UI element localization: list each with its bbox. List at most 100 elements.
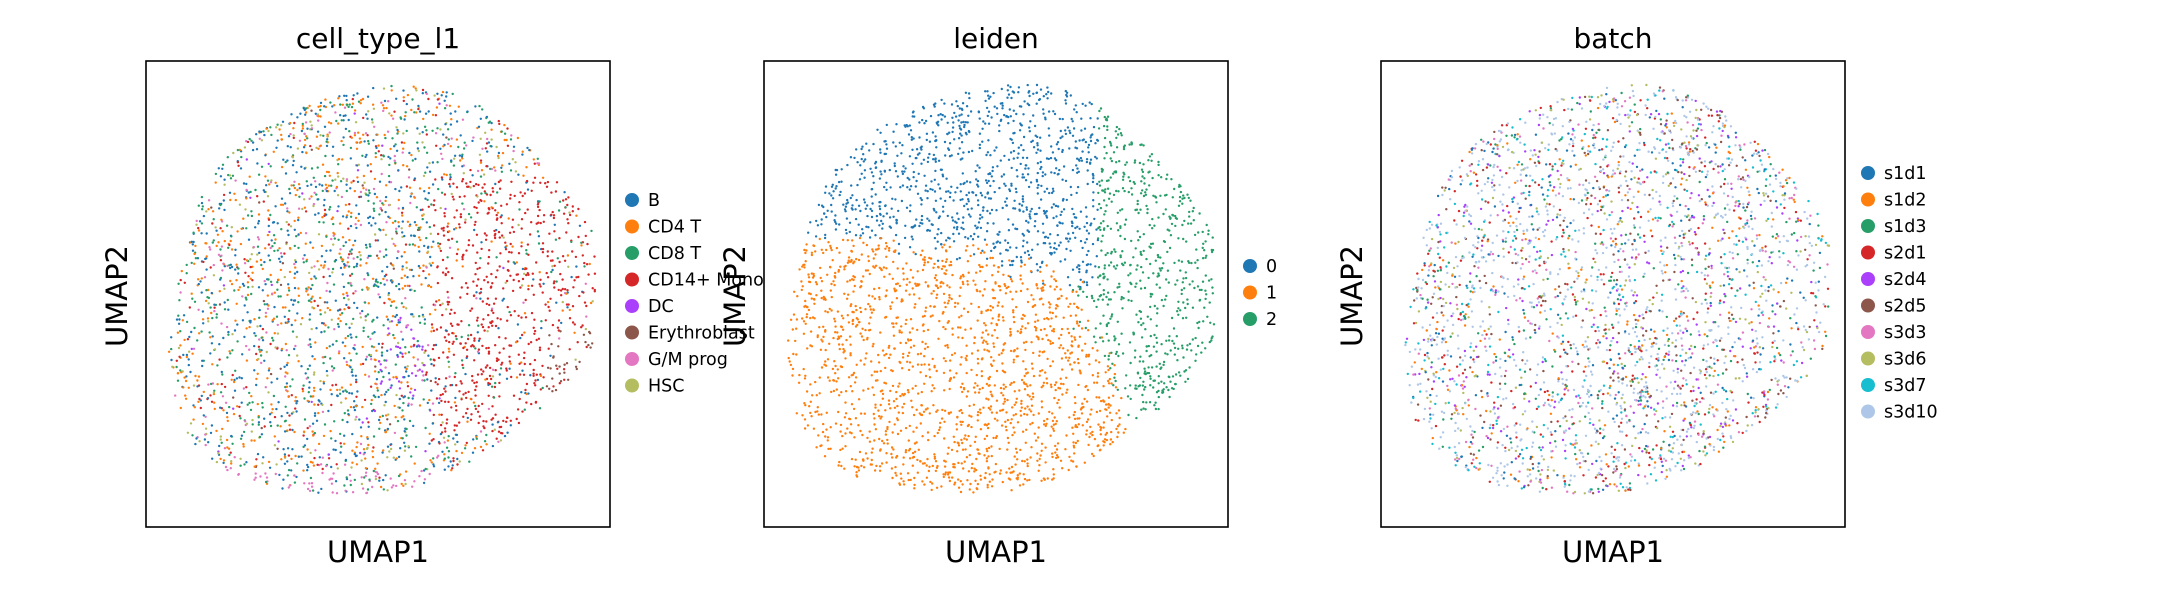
scatter-point	[384, 210, 387, 214]
scatter-point	[334, 448, 337, 452]
scatter-point	[208, 331, 211, 334]
scatter-point	[920, 390, 923, 394]
scatter-point	[577, 235, 580, 239]
scatter-point	[1184, 306, 1187, 310]
scatter-point	[1068, 455, 1071, 459]
scatter-point	[528, 233, 532, 236]
scatter-point	[310, 148, 313, 151]
scatter-point	[465, 144, 468, 147]
scatter-point	[1082, 405, 1085, 409]
scatter-point	[204, 242, 207, 245]
scatter-point	[238, 203, 242, 206]
scatter-point	[352, 244, 355, 247]
scatter-point	[537, 221, 540, 224]
scatter-point	[814, 250, 817, 253]
scatter-point	[251, 418, 254, 422]
scatter-point	[283, 252, 286, 255]
scatter-point	[420, 469, 423, 473]
scatter-point	[548, 232, 551, 235]
scatter-point	[511, 158, 514, 161]
scatter-point	[888, 344, 891, 348]
scatter-point	[476, 169, 480, 173]
scatter-point	[998, 124, 1001, 127]
scatter-point	[563, 288, 567, 291]
scatter-point	[1002, 319, 1005, 322]
scatter-point	[267, 460, 271, 464]
scatter-point	[471, 451, 475, 454]
scatter-point	[410, 387, 413, 390]
scatter-point	[253, 439, 256, 442]
scatter-point	[314, 185, 318, 189]
scatter-point	[1086, 418, 1090, 421]
scatter-point	[397, 282, 401, 286]
scatter-point	[332, 243, 335, 246]
scatter-point	[920, 363, 923, 366]
scatter-point	[340, 445, 343, 448]
scatter-point	[978, 117, 981, 120]
scatter-point	[969, 254, 972, 258]
scatter-point	[976, 487, 979, 491]
scatter-point	[436, 98, 440, 101]
scatter-point	[474, 273, 477, 276]
scatter-point	[1023, 251, 1027, 254]
scatter-point	[978, 166, 981, 169]
scatter-point	[416, 141, 419, 144]
scatter-point	[421, 217, 424, 221]
scatter-point	[392, 300, 396, 303]
scatter-point	[936, 240, 939, 243]
scatter-point	[287, 289, 291, 292]
scatter-point	[1152, 194, 1155, 197]
scatter-point	[536, 157, 539, 160]
scatter-point	[525, 252, 528, 255]
scatter-point	[546, 276, 550, 279]
scatter-point	[541, 291, 544, 294]
scatter-point	[293, 262, 296, 266]
scatter-point	[908, 351, 911, 354]
scatter-point	[1062, 165, 1066, 168]
scatter-point	[1122, 147, 1126, 151]
scatter-point	[862, 275, 865, 278]
scatter-point	[289, 146, 292, 149]
scatter-point	[1173, 261, 1176, 265]
scatter-point	[478, 104, 481, 108]
scatter-point	[337, 122, 340, 125]
scatter-point	[841, 328, 845, 331]
scatter-point	[924, 119, 928, 123]
scatter-point	[820, 248, 823, 251]
scatter-point	[513, 310, 516, 313]
scatter-point	[855, 308, 858, 312]
scatter-point	[359, 312, 362, 315]
scatter-point	[527, 288, 530, 291]
scatter-point	[441, 450, 444, 453]
scatter-point	[890, 467, 894, 470]
scatter-point	[1208, 301, 1211, 304]
scatter-point	[309, 460, 313, 464]
scatter-point	[536, 205, 540, 209]
scatter-point	[410, 328, 413, 331]
scatter-point	[953, 111, 956, 115]
scatter-point	[476, 410, 480, 413]
scatter-point	[1015, 290, 1018, 293]
scatter-point	[546, 180, 550, 184]
scatter-point	[361, 421, 364, 424]
scatter-point	[222, 262, 225, 265]
scatter-point	[521, 369, 524, 372]
scatter-point	[320, 244, 324, 248]
scatter-point	[245, 298, 248, 301]
scatter-point	[1086, 319, 1090, 322]
scatter-point	[371, 277, 375, 280]
scatter-point	[486, 330, 489, 333]
scatter-point	[1058, 346, 1061, 349]
scatter-point	[1180, 260, 1184, 263]
scatter-point	[350, 370, 353, 374]
scatter-point	[939, 421, 942, 425]
scatter-point	[952, 199, 955, 202]
scatter-point	[958, 147, 961, 150]
scatter-point	[549, 259, 553, 262]
scatter-point	[491, 417, 495, 420]
scatter-point	[536, 203, 540, 206]
scatter-point	[885, 289, 888, 292]
scatter-point	[332, 367, 336, 370]
scatter-point	[464, 391, 467, 395]
scatter-point	[303, 167, 306, 170]
